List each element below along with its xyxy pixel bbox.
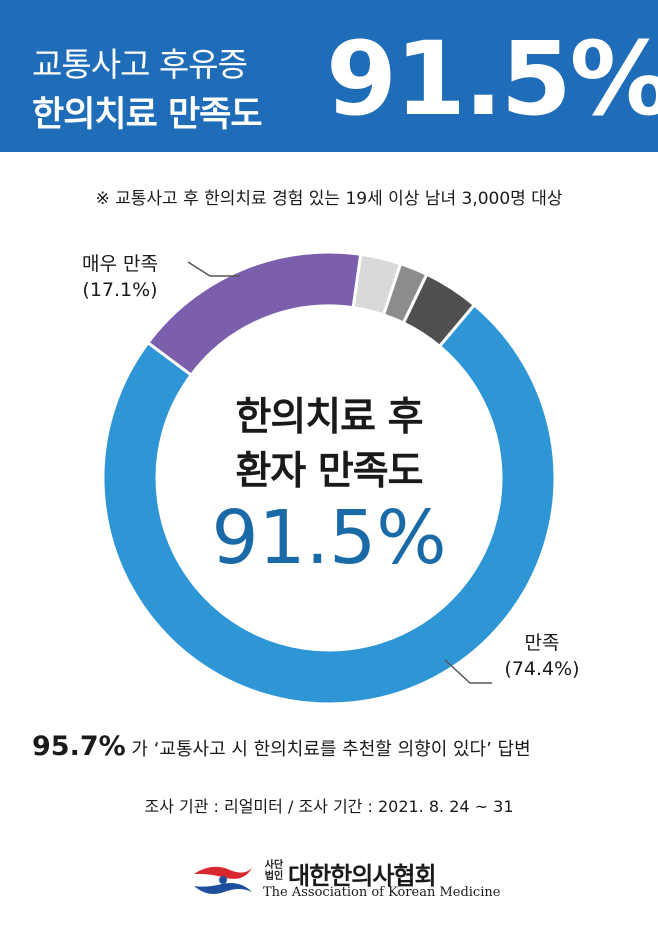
slice-very-satisfied (145, 250, 363, 378)
logo-small-text: 사단 법인 (262, 860, 286, 882)
leader-line-satisfied (444, 659, 492, 684)
header-big-value: 91.5% (326, 20, 658, 139)
header-banner: 교통사고 후유증 한의치료 만족도 91.5% (0, 0, 658, 152)
recommend-line: 95.7% 가 ‘교통사고 시 한의치료를 추천할 의향이 있다’ 답변 (32, 731, 531, 762)
center-line2: 환자 만족도 (235, 449, 424, 494)
label-very-satisfied: 매우 만족 (17.1%) (70, 251, 170, 303)
label-satisfied: 만족 (74.4%) (494, 630, 590, 682)
logo-small-line2: 법인 (264, 871, 284, 882)
header-line1: 교통사고 후유증 (32, 45, 248, 84)
association-emblem-icon (194, 866, 252, 894)
header-line2: 한의치료 만족도 (32, 95, 263, 135)
center-value: 91.5% (211, 495, 447, 581)
logo-english: The Association of Korean Medicine (263, 885, 501, 900)
recommend-text: 가 ‘교통사고 시 한의치료를 추천할 의향이 있다’ 답변 (131, 739, 531, 760)
survey-note: ※ 교통사고 후 한의치료 경험 있는 19세 이상 남녀 3,000명 대상 (95, 189, 563, 209)
label-satisfied-value: (74.4%) (504, 658, 580, 680)
logo-name: 대한한의사협회 (288, 862, 437, 890)
association-logo: 사단 법인 대한한의사협회 The Association of Korean … (190, 854, 500, 906)
recommend-percent: 95.7% (32, 731, 126, 762)
slice-dark-gray (401, 272, 477, 349)
label-very-satisfied-name: 매우 만족 (82, 253, 158, 275)
center-line1: 한의치료 후 (235, 395, 424, 440)
survey-info: 조사 기관 : 리얼미터 / 조사 기간 : 2021. 8. 24 ~ 31 (144, 797, 514, 816)
label-satisfied-name: 만족 (524, 632, 560, 654)
label-very-satisfied-value: (17.1%) (82, 279, 158, 301)
logo-small-line1: 사단 (264, 860, 284, 871)
leader-line-very-satisfied (187, 261, 240, 277)
